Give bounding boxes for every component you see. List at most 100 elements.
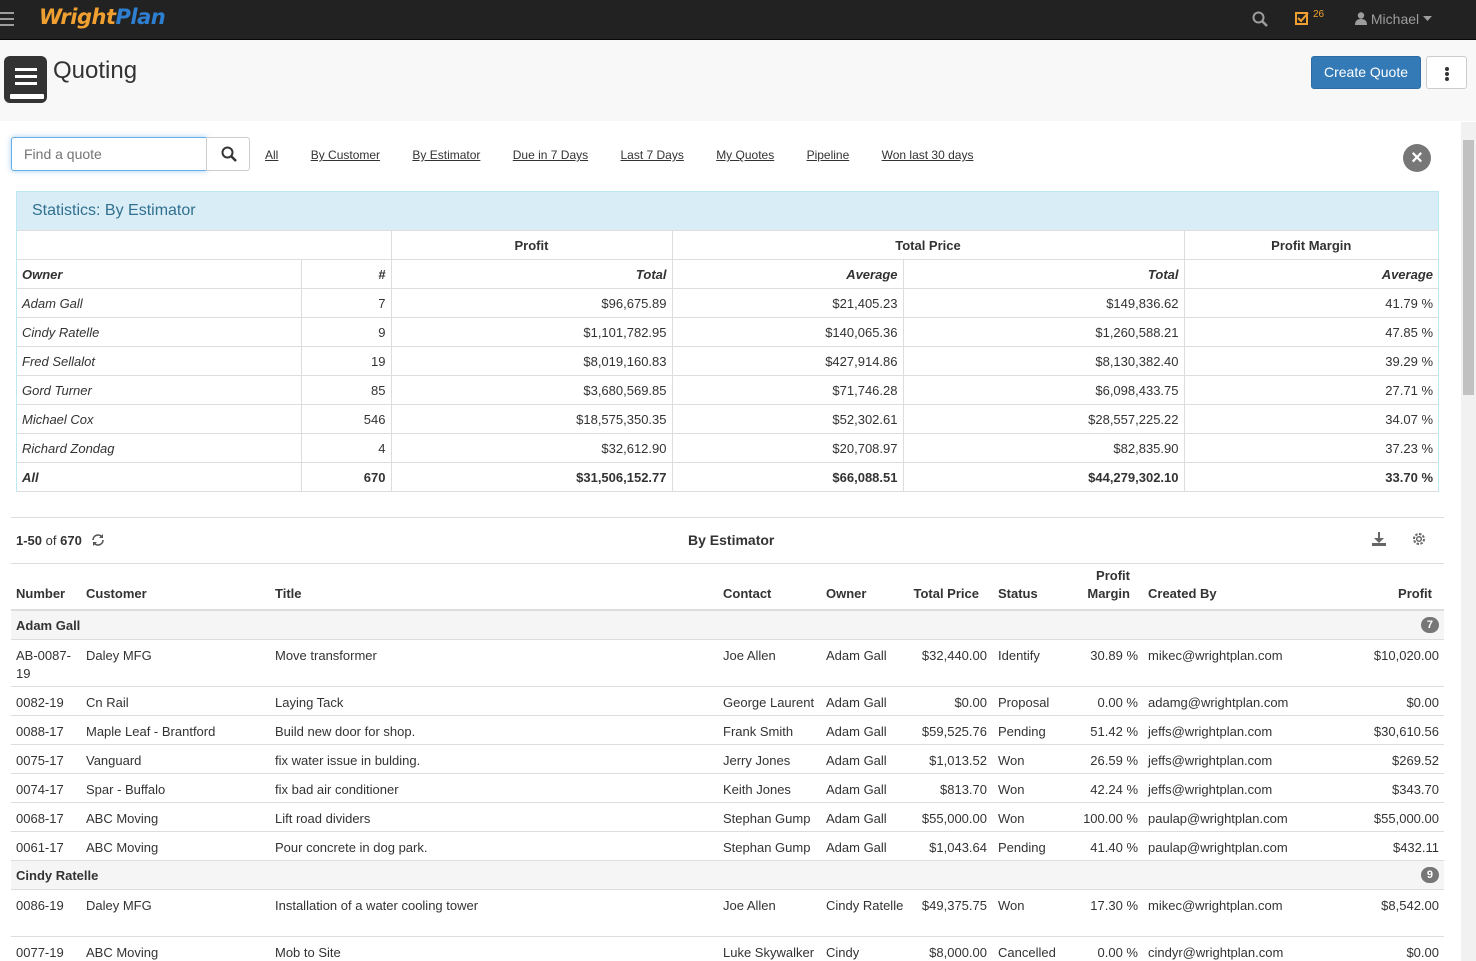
stats-cell-price-average: $20,708.97	[671, 433, 904, 463]
stats-cell-price-total: $44,279,302.10	[902, 462, 1185, 492]
cell-margin: 51.42 %	[1090, 724, 1138, 739]
cell-customer: Daley MFG	[86, 898, 152, 913]
cell-title: fix bad air conditioner	[275, 782, 399, 797]
col-profit-margin-line2[interactable]: Margin	[1087, 586, 1130, 601]
col-number[interactable]: Number	[16, 586, 66, 601]
table-row[interactable]: 0068-17 ABC Moving Lift road dividers Steph…	[11, 803, 1444, 832]
table-row[interactable]: 0061-17 ABC Moving Pour concrete in dog pa…	[11, 832, 1444, 861]
download-icon[interactable]	[1371, 531, 1387, 547]
menu-toggle-icon[interactable]	[0, 12, 16, 26]
filter-due-7-days[interactable]: Due in 7 Days	[512, 148, 589, 162]
search-input[interactable]	[11, 137, 207, 171]
cell-owner: Adam Gall	[826, 695, 887, 710]
filter-pipeline[interactable]: Pipeline	[806, 148, 850, 162]
cell-profit: $0.00	[1406, 945, 1439, 960]
stats-cell-owner: Michael Cox	[17, 404, 302, 434]
table-row[interactable]: 0077-19 ABC Moving Mob to Site Luke Skywalk…	[11, 937, 1444, 961]
quotes-grid: Number Customer Title Contact Owner Tota…	[11, 566, 1444, 961]
col-price-total: Total	[902, 259, 1185, 289]
cell-customer: ABC Moving	[86, 840, 159, 855]
stats-cell-price-total: $82,835.90	[902, 433, 1185, 463]
table-row[interactable]: AB-0087-19 Daley MFG Move transformer Joe A…	[11, 640, 1444, 687]
stats-cell-price-total: $149,836.62	[902, 288, 1185, 318]
cell-status: Cancelled	[998, 945, 1056, 960]
group-row[interactable]: Adam Gall 7	[11, 611, 1444, 640]
cell-total-price: $55,000.00	[921, 811, 987, 826]
table-row[interactable]: 0082-19 Cn Rail Laying Tack George Laurent A…	[11, 687, 1444, 716]
col-contact[interactable]: Contact	[723, 586, 772, 601]
stats-row: Michael Cox 546 $18,575,350.35 $52,302.61 $2…	[17, 404, 1438, 434]
col-created-by[interactable]: Created By	[1148, 586, 1217, 601]
cell-title: fix water issue in bulding.	[275, 753, 421, 768]
user-menu[interactable]: Michael	[1355, 11, 1433, 27]
search-button[interactable]	[206, 137, 250, 171]
stats-cell-count: 670	[300, 462, 392, 492]
filter-by-estimator[interactable]: By Estimator	[412, 148, 481, 162]
create-quote-button[interactable]: Create Quote	[1311, 56, 1421, 89]
tasks-count-badge: 26	[1313, 9, 1325, 20]
table-row[interactable]: 0075-17 Vanguard fix water issue in buldin…	[11, 745, 1444, 774]
filter-my-quotes[interactable]: My Quotes	[716, 148, 775, 162]
cell-title: Installation of a water cooling tower	[275, 898, 479, 913]
cell-profit: $10,020.00	[1373, 648, 1439, 663]
cell-margin: 100.00 %	[1083, 811, 1138, 826]
cell-total-price: $1,043.64	[929, 840, 987, 855]
filter-by-customer[interactable]: By Customer	[310, 148, 381, 162]
scrollbar[interactable]	[1461, 122, 1476, 961]
cell-margin: 41.40 %	[1090, 840, 1138, 855]
more-options-button[interactable]	[1426, 56, 1467, 89]
col-total-price[interactable]: Total Price	[913, 586, 979, 601]
scrollbar-thumb[interactable]	[1463, 140, 1474, 395]
table-row[interactable]: 0088-17 Maple Leaf - Brantford Build new d…	[11, 716, 1444, 745]
cell-number: 0077-19	[16, 945, 64, 960]
divider	[11, 517, 1444, 518]
brand-logo[interactable]: WrightPlan	[39, 5, 166, 29]
cell-margin: 26.59 %	[1090, 753, 1138, 768]
stats-cell-price-average: $71,746.28	[671, 375, 904, 405]
divider	[11, 563, 1444, 564]
cell-contact: Luke Skywalker	[723, 945, 815, 960]
cell-customer: Vanguard	[86, 753, 142, 768]
filter-last-7-days[interactable]: Last 7 Days	[620, 148, 684, 162]
cell-status: Pending	[998, 724, 1046, 739]
col-profit[interactable]: Profit	[1398, 586, 1432, 601]
cell-number: 0074-17	[16, 782, 64, 797]
cell-status: Won	[998, 753, 1025, 768]
cell-customer: Spar - Buffalo	[86, 782, 166, 797]
close-filter-icon[interactable]: ×	[1403, 144, 1431, 172]
stats-row: Richard Zondag 4 $32,612.90 $20,708.97 $82,8…	[17, 433, 1438, 463]
stats-cell-price-average: $427,914.86	[671, 346, 904, 376]
cell-title: Pour concrete in dog park.	[275, 840, 428, 855]
cell-total-price: $32,440.00	[921, 648, 987, 663]
stats-cell-profit-total: $96,675.89	[390, 288, 673, 318]
stats-cell-profit-total: $1,101,782.95	[390, 317, 673, 347]
stats-cell-margin-average: 27.71 %	[1183, 375, 1438, 405]
stats-cell-profit-total: $3,680,569.85	[390, 375, 673, 405]
tasks-icon[interactable]	[1295, 11, 1310, 29]
table-row[interactable]: 0074-17 Spar - Buffalo fix bad air conditi…	[11, 774, 1444, 803]
col-customer[interactable]: Customer	[86, 586, 147, 601]
stats-cell-price-total: $6,098,433.75	[902, 375, 1185, 405]
cell-customer: Cn Rail	[86, 695, 129, 710]
filter-won-30-days[interactable]: Won last 30 days	[881, 148, 974, 162]
cell-total-price: $0.00	[954, 695, 987, 710]
cell-customer: ABC Moving	[86, 811, 159, 826]
table-row[interactable]: 0086-19 Daley MFG Installation of a water …	[11, 890, 1444, 937]
statistics-panel: Statistics: By Estimator Profit Total Pr…	[16, 191, 1439, 492]
stats-cell-price-average: $140,065.36	[671, 317, 904, 347]
col-title[interactable]: Title	[275, 586, 302, 601]
stats-cell-count: 546	[300, 404, 392, 434]
col-status[interactable]: Status	[998, 586, 1038, 601]
cell-title: Lift road dividers	[275, 811, 371, 826]
refresh-icon[interactable]	[91, 533, 105, 550]
cell-profit: $432.11	[1392, 840, 1439, 855]
filter-all[interactable]: All	[265, 148, 279, 162]
stats-cell-profit-total: $32,612.90	[390, 433, 673, 463]
gear-icon[interactable]	[1411, 531, 1427, 547]
col-profit-margin-line1[interactable]: Profit	[1096, 568, 1130, 583]
search-icon[interactable]	[1252, 11, 1268, 30]
col-owner[interactable]: Owner	[826, 586, 867, 601]
cell-contact: George Laurent	[723, 695, 815, 710]
cell-created-by: jeffs@wrightplan.com	[1148, 782, 1273, 797]
group-row[interactable]: Cindy Ratelle 9	[11, 861, 1444, 890]
